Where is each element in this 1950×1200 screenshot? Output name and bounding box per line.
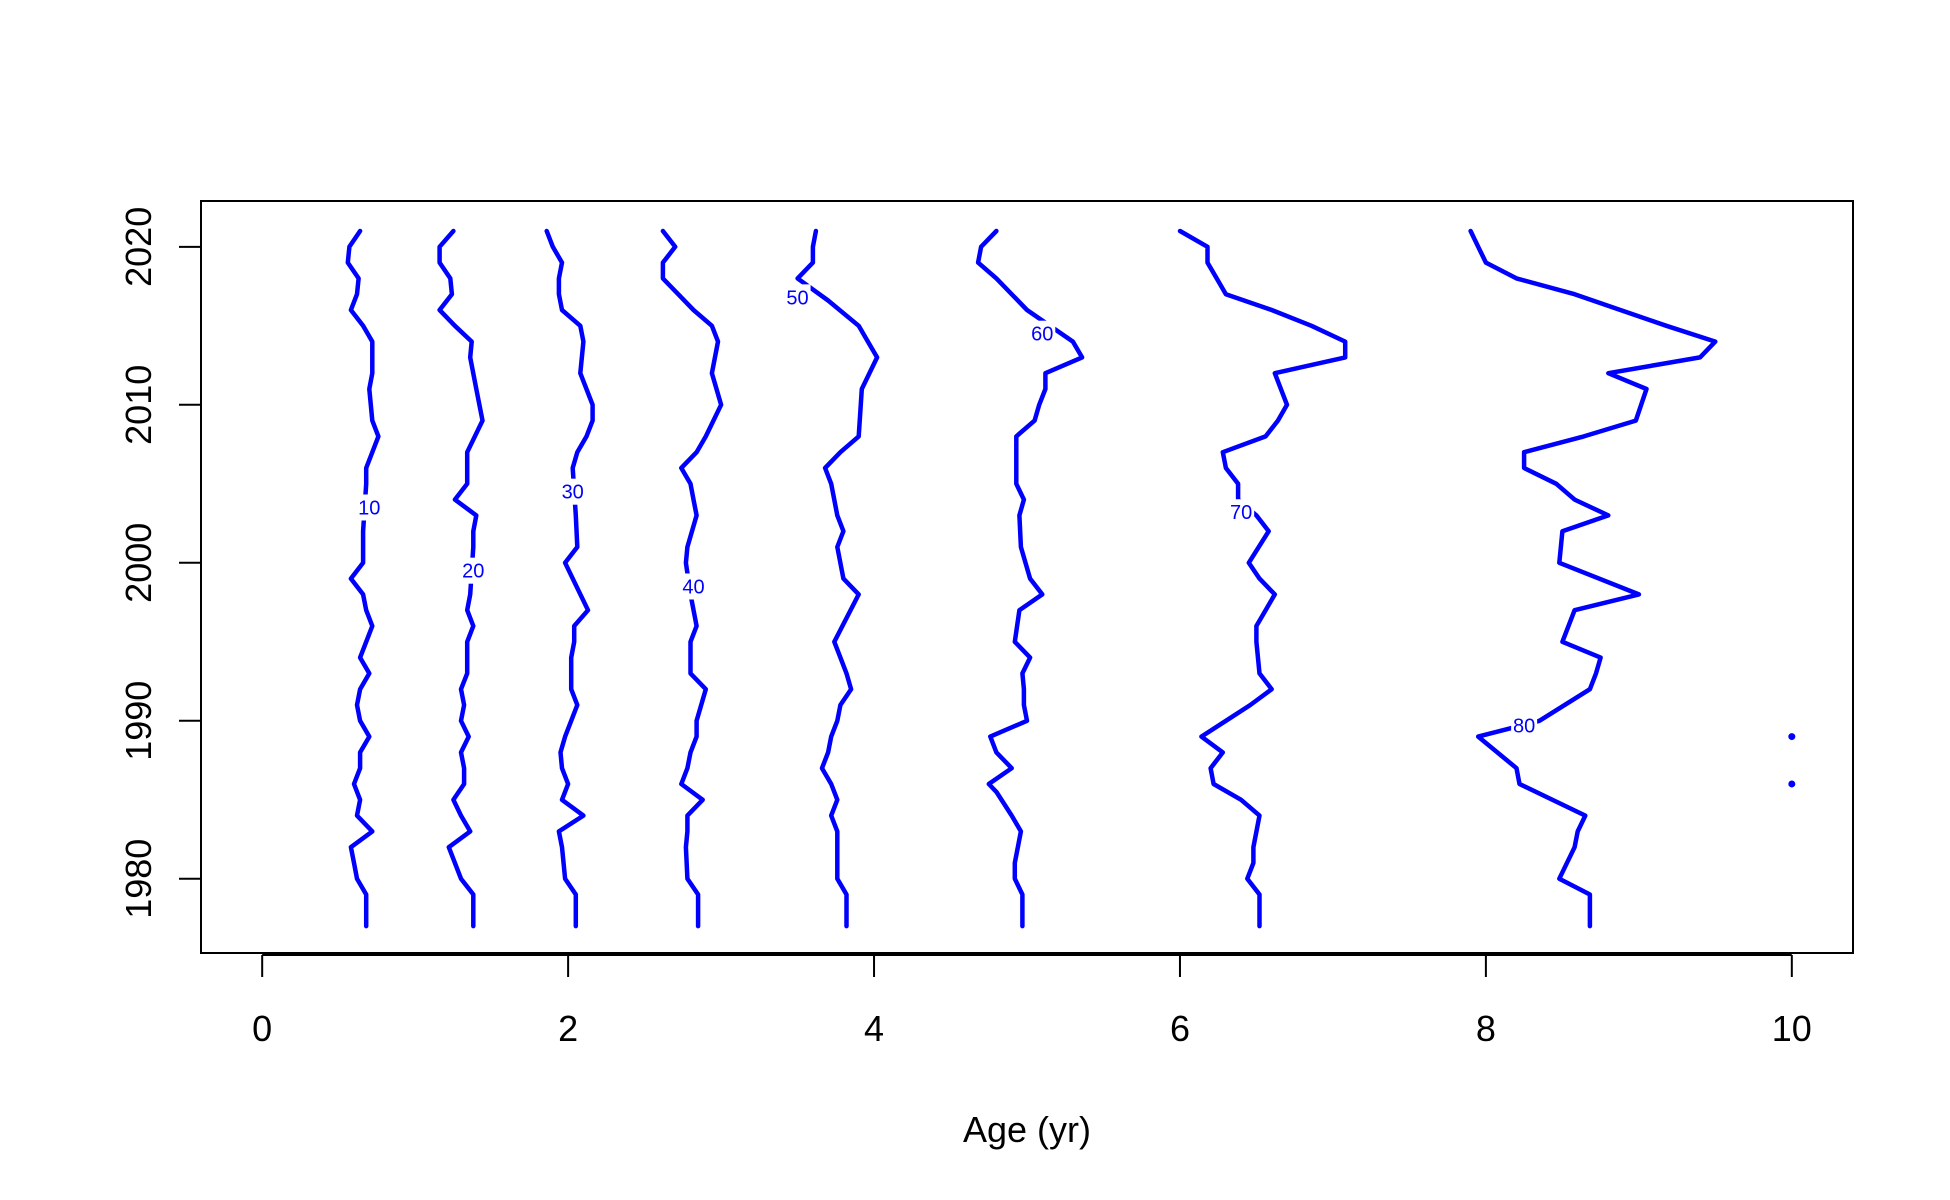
contour-label-gap [356,494,383,521]
contour-label-80: 80 [1513,716,1535,738]
x-tick-label: 6 [1170,1008,1190,1049]
contour-line-80 [1468,228,1718,929]
contour-label-gap [1511,712,1538,739]
contour-lines: 10 20 30 40 50 60 70 80 [345,228,1796,929]
contour-line-10 [345,228,381,929]
contour-label-20: 20 [462,561,484,583]
contour-label-50: 50 [786,287,808,309]
contour-label-gap [680,573,707,600]
y-tick-label: 1990 [118,681,159,761]
x-tick-label: 0 [252,1008,272,1049]
contour-label-gap [784,284,811,311]
contour-label-gap [1029,320,1056,347]
y-tick-label: 1980 [118,839,159,919]
x-axis-title: Age (yr) [963,1109,1091,1150]
contour-point [1788,733,1796,741]
contour-line-30 [544,228,595,929]
contour-line-20 [437,228,485,929]
y-tick-label: 2010 [118,365,159,445]
x-tick-label: 2 [558,1008,578,1049]
contour-label-gap [1228,499,1255,526]
x-axis: 0 2 4 6 8 10 [252,954,1812,1049]
contour-label-40: 40 [682,576,704,598]
contour-label-10: 10 [358,497,380,519]
contour-label-gap [460,557,487,584]
contour-label-gap [559,478,586,505]
contour-label-70: 70 [1230,502,1252,524]
contour-point [1788,780,1796,788]
x-tick-label: 10 [1772,1008,1812,1049]
x-tick-label: 8 [1476,1008,1496,1049]
plot-frame [200,200,1854,954]
contour-label-30: 30 [562,482,584,504]
contour-line-40 [660,228,724,929]
x-tick-label: 4 [864,1008,884,1049]
contour-line-50 [795,228,880,929]
y-axis: 1980 1990 2000 2010 2020 [118,207,202,919]
y-tick-label: 2020 [118,207,159,287]
contour-line-70 [1177,228,1348,929]
y-tick-label: 2000 [118,523,159,603]
contour-line-60 [975,228,1085,929]
contour-label-60: 60 [1031,324,1053,346]
